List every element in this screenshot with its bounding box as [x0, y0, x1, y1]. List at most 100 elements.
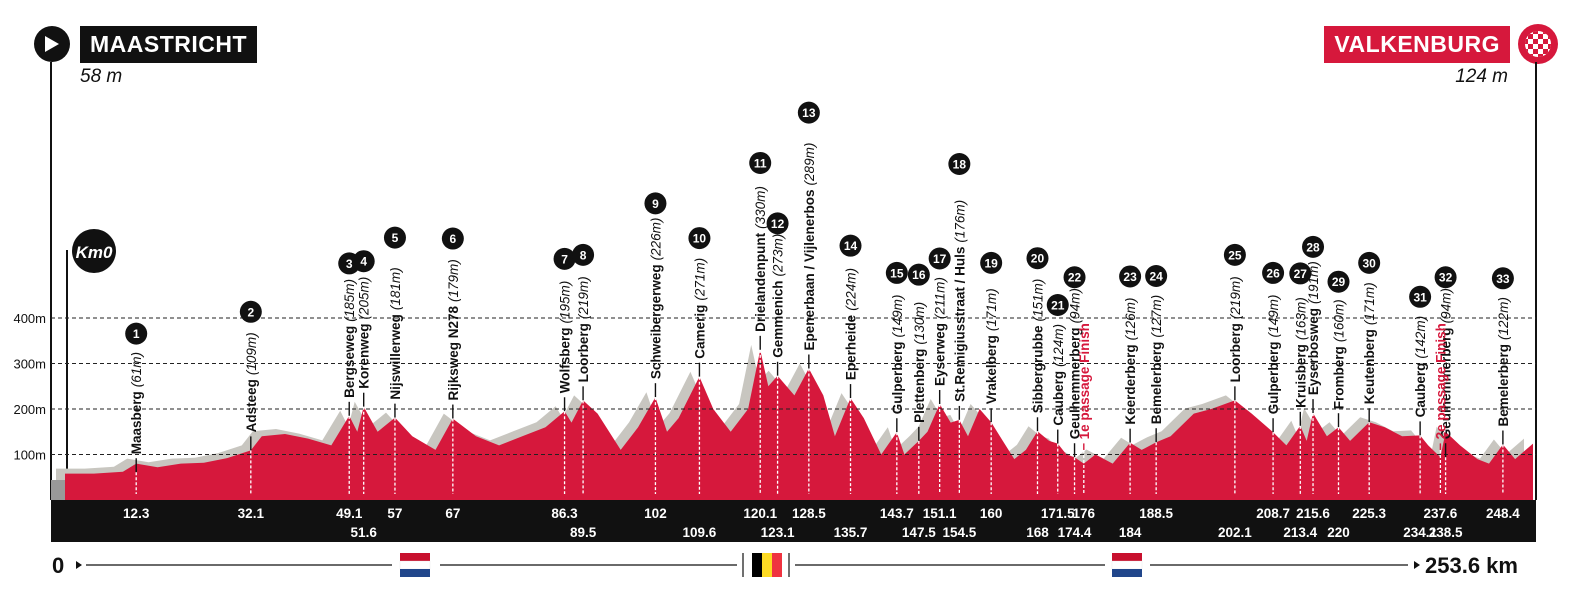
- flag-stripe: [399, 560, 431, 570]
- climb-altitude: (151m): [1030, 279, 1045, 322]
- climb-name: Sibbergrubbe: [1030, 325, 1045, 413]
- climb-name: Keerderberg: [1123, 344, 1138, 424]
- climb-number-marker: [1026, 247, 1049, 270]
- climb-altitude: (191m): [1306, 261, 1321, 304]
- climb-label: Loorberg (219m): [1228, 276, 1243, 382]
- flag-stripe: [1112, 569, 1142, 577]
- climb-label-group: Eyserweg (211m): [933, 277, 948, 386]
- climb-label-group: Bemelerberg (122m): [1496, 297, 1511, 426]
- climb-label-group: Adsteeg (109m): [244, 332, 259, 432]
- climb-number-marker: [839, 234, 862, 257]
- climb-label: Gulperberg (149m): [1266, 295, 1281, 415]
- climb-altitude: (273m): [771, 234, 786, 277]
- climb-number: 12: [771, 217, 785, 231]
- climb-label-group: Wolfsberg (195m): [558, 281, 573, 394]
- km-label: 215.6: [1296, 506, 1330, 521]
- climb-name: Nijswillerweg: [388, 314, 403, 400]
- climb-label-group: Loorberg (219m): [1228, 276, 1243, 382]
- climb-name: Kruisberg: [1293, 344, 1308, 408]
- km-label: 213.4: [1283, 525, 1317, 540]
- y-tick-label: 400m: [13, 311, 46, 326]
- climb-label: Fromberg (160m): [1332, 299, 1347, 409]
- climb-altitude: (171m): [984, 288, 999, 331]
- climb-label: Eperheide (224m): [844, 268, 859, 380]
- climb-altitude: (122m): [1496, 297, 1511, 340]
- km-label: 51.6: [351, 525, 378, 540]
- climb-label: Gulperberg (149m): [890, 295, 905, 415]
- climb-altitude: (185m): [342, 279, 357, 322]
- climb-altitude: (160m): [1332, 299, 1347, 342]
- climb-name: Schweibergerweg: [648, 264, 663, 379]
- km0-label: Km0: [76, 243, 113, 262]
- km-label: 171.5: [1041, 506, 1075, 521]
- climb-number-marker: [797, 101, 820, 124]
- climb-label: Cauberg (142m): [1413, 316, 1428, 418]
- climb-name: Eperheide: [844, 314, 859, 380]
- climb-name: Eyserweg: [933, 323, 948, 386]
- km-label: 174.4: [1058, 525, 1092, 540]
- km-label: 49.1: [336, 506, 363, 521]
- climb-label-group: Sibbergrubbe (151m): [1030, 279, 1045, 414]
- climb-number: 3: [346, 257, 353, 271]
- climb-label: Vrakelberg (171m): [984, 288, 999, 404]
- y-tick-label: 200m: [13, 402, 46, 417]
- climb-name: Loorberg: [576, 323, 591, 382]
- climb-altitude: (219m): [576, 276, 591, 319]
- km-label: 102: [644, 506, 667, 521]
- km-label: 57: [387, 506, 402, 521]
- climb-label-group: Maasberg (61m): [129, 352, 144, 454]
- climb-altitude: (195m): [558, 281, 573, 324]
- km-label: 225.3: [1352, 506, 1386, 521]
- climb-label-group: Gulperberg (149m): [1266, 295, 1281, 415]
- km-label: 238.5: [1429, 525, 1463, 540]
- climb-altitude: (224m): [844, 268, 859, 311]
- climb-altitude: (271m): [692, 258, 707, 301]
- climb-label: Cauberg (124m): [1051, 324, 1066, 426]
- climb-number: 16: [912, 268, 926, 282]
- km-label: 176: [1073, 506, 1096, 521]
- climb-label-group: Epenerbaan / Vijlenerbos (289m): [802, 143, 817, 351]
- climb-name: Wolfsberg: [558, 328, 573, 394]
- climb-altitude: (163m): [1293, 297, 1308, 340]
- climb-name: Loorberg: [1228, 323, 1243, 382]
- climb-number-marker: [352, 250, 375, 273]
- distance-end: 253.6 km: [1425, 553, 1518, 578]
- climb-number: 1: [133, 327, 140, 341]
- climb-name: Maasberg: [129, 391, 144, 454]
- km-label: 202.1: [1218, 525, 1252, 540]
- climb-label: Eyserbosweg (191m): [1306, 261, 1321, 395]
- climb-altitude: (289m): [802, 143, 817, 186]
- climb-label: Geulhemmerberg (94m): [1439, 288, 1454, 439]
- climb-number: 19: [985, 256, 999, 270]
- climb-name: Drielandenpunt: [753, 232, 768, 332]
- km-label: 160: [980, 506, 1003, 521]
- finish-city-label: VALKENBURG: [1324, 25, 1510, 63]
- climb-number: 8: [580, 248, 587, 262]
- km-label: 147.5: [902, 525, 936, 540]
- km0-marker: [72, 229, 116, 273]
- climb-label-group: Geulhemmerberg (94m): [1068, 288, 1083, 439]
- flag-stripe: [400, 569, 430, 577]
- climb-altitude: (127m): [1149, 295, 1164, 338]
- climb-number: 6: [449, 232, 456, 246]
- climb-altitude: (176m): [952, 200, 967, 243]
- climb-label: Kruisberg (163m): [1293, 297, 1308, 408]
- finish-passage-label: 1e passage Finish: [1077, 323, 1092, 439]
- climb-label: Keerderberg (126m): [1123, 298, 1138, 425]
- climb-altitude: (171m): [1362, 282, 1377, 325]
- climb-name: Cauberg: [1051, 371, 1066, 426]
- flag-stripe: [772, 553, 782, 577]
- km-label: 89.5: [570, 525, 597, 540]
- climb-number-marker: [125, 322, 148, 345]
- climb-altitude: (179m): [446, 259, 461, 302]
- climb-number: 15: [890, 266, 904, 280]
- climb-label-group: Cauberg (124m): [1051, 324, 1066, 426]
- climb-label-group: Kruisberg (163m): [1293, 297, 1308, 408]
- climb-number-marker: [948, 153, 971, 176]
- climb-name: Camerig: [692, 305, 707, 359]
- km-label: 184: [1119, 525, 1142, 540]
- climb-name: Fromberg: [1332, 346, 1347, 409]
- climb-name: Epenerbaan / Vijlenerbos: [802, 189, 817, 350]
